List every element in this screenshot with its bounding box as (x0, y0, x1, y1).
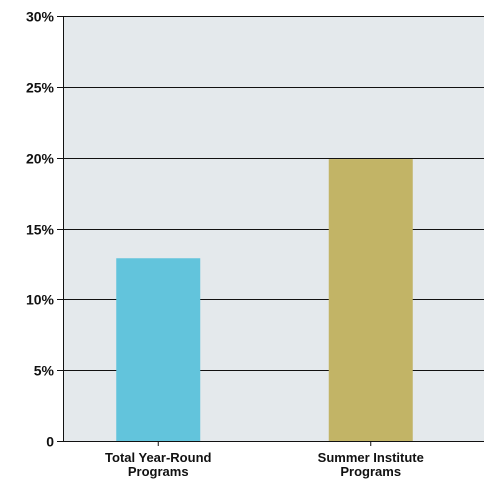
y-tick-label: 25% (26, 80, 55, 96)
y-tick-label: 20% (26, 151, 55, 167)
bars (116, 159, 413, 442)
x-tick-label: Summer Institute Programs (318, 450, 424, 479)
y-tick-label: 10% (26, 292, 55, 308)
bar (328, 159, 413, 442)
axes (57, 16, 484, 446)
y-tick-label: 0 (46, 434, 54, 450)
bar (116, 258, 201, 441)
labels: 0 5% 10% 15% 20% 25% 30% Total Year-Round Progra… (26, 9, 424, 480)
y-tick-label: 5% (34, 363, 55, 379)
y-tick-label: 15% (26, 222, 55, 238)
x-tick-label: Total Year-Round Programs (105, 450, 211, 479)
y-tick-label: 30% (26, 9, 55, 25)
